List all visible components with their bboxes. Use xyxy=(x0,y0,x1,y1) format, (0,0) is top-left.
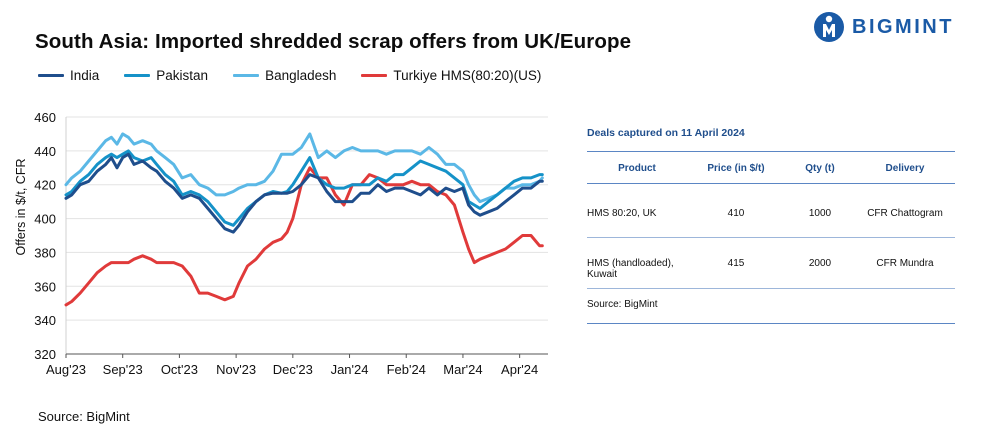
y-tick-label: 460 xyxy=(34,110,56,125)
header-delivery: Delivery xyxy=(885,163,925,174)
cell-delivery: CFR Mundra xyxy=(876,258,934,269)
legend-swatch xyxy=(124,74,151,77)
page-title: South Asia: Imported shredded scrap offe… xyxy=(35,30,632,53)
legend-swatch xyxy=(38,74,64,77)
cell-qty: 2000 xyxy=(808,258,832,269)
x-tick-label: Aug'23 xyxy=(46,362,86,377)
x-tick-label: Jan'24 xyxy=(331,362,369,377)
cell-qty: 1000 xyxy=(808,208,832,219)
legend-item-pakistan: Pakistan xyxy=(124,68,208,83)
series-line-india xyxy=(64,152,544,234)
brand-name: BIGMINT xyxy=(852,15,954,38)
legend-label: India xyxy=(70,68,100,83)
header-product: Product xyxy=(618,163,656,174)
y-tick-label: 380 xyxy=(34,245,56,260)
brand-logo: BIGMINT xyxy=(814,10,984,44)
x-tick-label: Feb'24 xyxy=(387,362,426,377)
cell-price: 410 xyxy=(727,208,745,219)
y-tick-label: 400 xyxy=(34,212,56,227)
y-tick-label: 420 xyxy=(34,178,56,193)
x-tick-label: Oct'23 xyxy=(161,362,198,377)
chart-legend: India Pakistan Bangladesh Turkiye HMS(80… xyxy=(38,68,566,83)
legend-item-bangladesh: Bangladesh xyxy=(233,68,336,83)
legend-label: Pakistan xyxy=(156,68,209,83)
y-axis-label: Offers in $/t, CFR xyxy=(14,158,28,256)
legend-item-india: India xyxy=(38,68,99,83)
y-tick-label: 440 xyxy=(34,144,56,159)
cell-delivery: CFR Chattogram xyxy=(867,208,943,219)
table-rule xyxy=(587,151,955,152)
x-tick-label: Nov'23 xyxy=(216,362,256,377)
legend-label: Bangladesh xyxy=(265,68,337,83)
header-qty: Qty (t) xyxy=(805,163,835,174)
x-tick-label: Sep'23 xyxy=(103,362,143,377)
source-note: Source: BigMint xyxy=(38,409,130,424)
x-tick-label: Dec'23 xyxy=(273,362,313,377)
y-tick-label: 360 xyxy=(34,279,56,294)
cell-price: 415 xyxy=(727,258,745,269)
header-price: Price (in $/t) xyxy=(707,163,765,174)
legend-swatch xyxy=(361,74,388,77)
table-header-row: Product Price (in $/t) Qty (t) Delivery xyxy=(587,163,955,174)
legend-item-turkiye: Turkiye HMS(80:20)(US) xyxy=(361,68,541,83)
y-tick-label: 320 xyxy=(34,347,56,362)
cell-product: HMS 80:20, UK xyxy=(587,208,657,219)
table-rule xyxy=(587,183,955,184)
cell-product: HMS (handloaded), Kuwait xyxy=(587,258,674,280)
y-tick-label: 340 xyxy=(34,313,56,328)
legend-label: Turkiye HMS(80:20)(US) xyxy=(393,68,542,83)
table-caption: Deals captured on 11 April 2024 xyxy=(587,127,745,139)
table-rule xyxy=(587,237,955,238)
table-row: HMS 80:20, UK 410 1000 CFR Chattogram xyxy=(587,208,955,219)
table-row: HMS (handloaded), Kuwait 415 2000 CFR Mu… xyxy=(587,258,955,280)
table-rule xyxy=(587,288,955,289)
series-line-turkiye xyxy=(64,166,544,307)
series-line-bangladesh xyxy=(64,132,544,204)
x-tick-label: Mar'24 xyxy=(443,362,482,377)
table-source: Source: BigMint xyxy=(587,299,658,310)
table-rule xyxy=(587,323,955,324)
x-tick-label: Apr'24 xyxy=(501,362,538,377)
bigmint-logo-icon xyxy=(814,12,844,42)
legend-swatch xyxy=(233,74,260,77)
